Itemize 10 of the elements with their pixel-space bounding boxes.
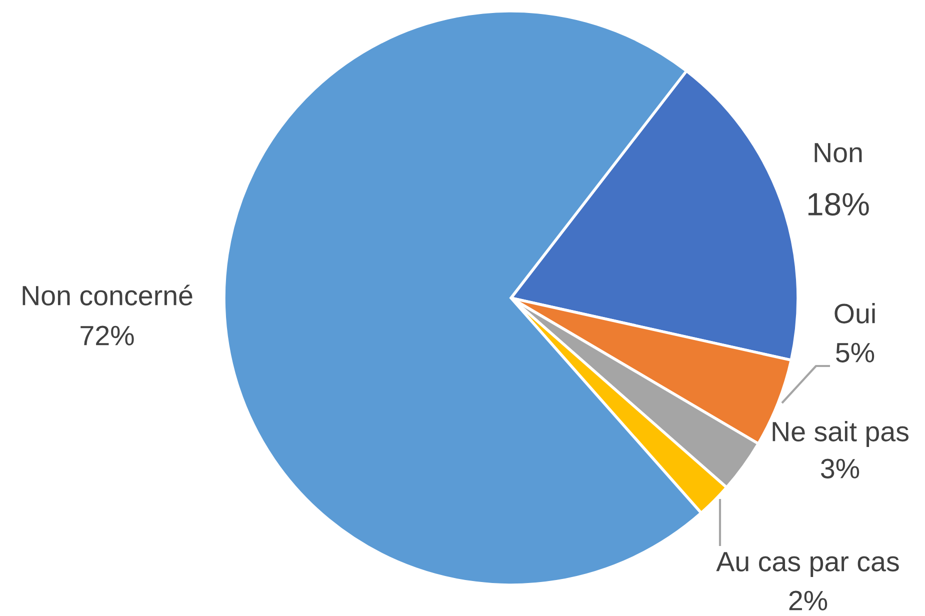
data-label: 2% (789, 590, 828, 610)
slice-label: Non concerné (22, 284, 192, 306)
data-label: 18% (808, 192, 869, 216)
slice-label: Oui (834, 303, 875, 324)
data-label: 3% (820, 458, 860, 478)
data-label: 5% (836, 342, 874, 362)
slice-label: Ne sait pas (772, 421, 908, 447)
data-label: 72% (80, 326, 134, 346)
slice-label: Non (814, 143, 862, 162)
slice-label: Au cas par cas (716, 552, 899, 577)
